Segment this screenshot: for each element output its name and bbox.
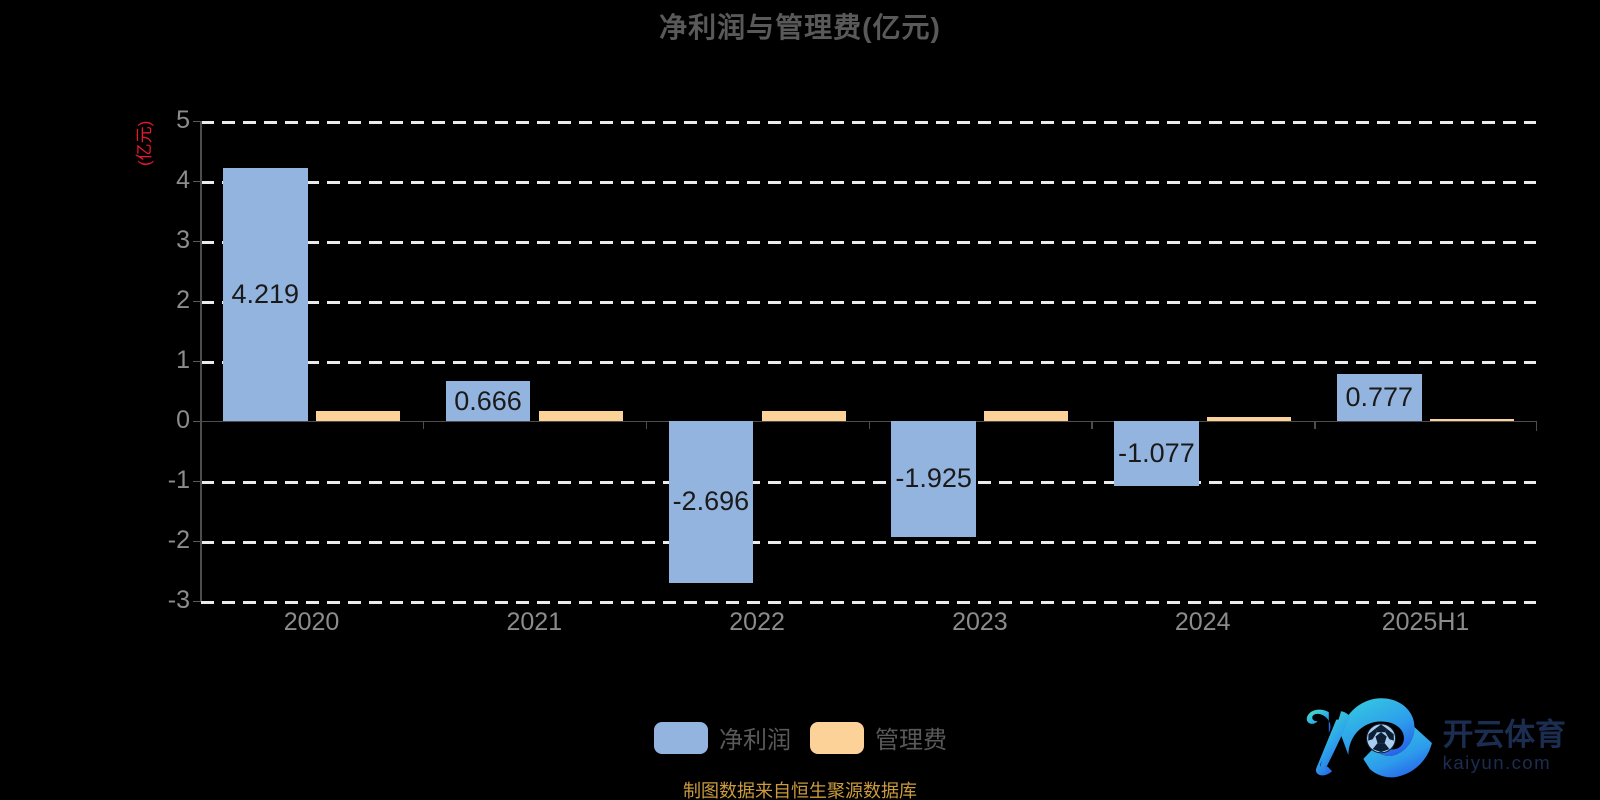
svg-text:开云体育: 开云体育	[1443, 717, 1566, 752]
svg-text:kaiyun.com: kaiyun.com	[1443, 752, 1551, 773]
